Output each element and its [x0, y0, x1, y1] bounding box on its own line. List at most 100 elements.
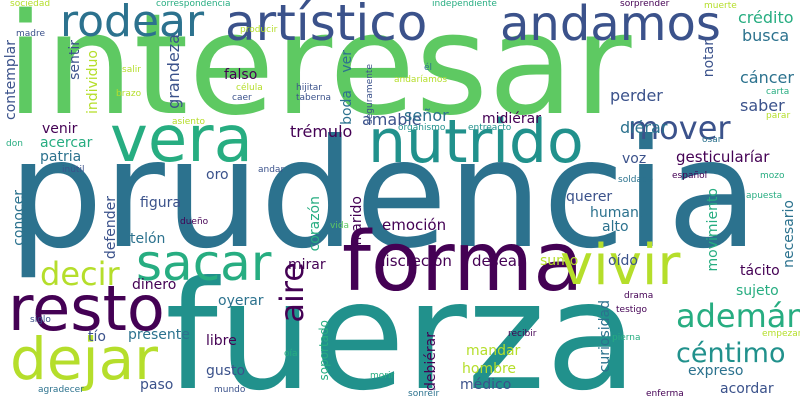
word: venir	[42, 121, 78, 137]
word: español	[672, 171, 708, 181]
word: andaríamos	[394, 75, 448, 85]
word: resto	[8, 272, 165, 345]
word: artístico	[225, 0, 428, 52]
word: decir	[40, 255, 120, 293]
word: madre	[16, 29, 46, 39]
word: sacar	[136, 234, 272, 292]
word: taberna	[296, 93, 332, 103]
word: él	[424, 63, 433, 73]
word: hombre	[462, 361, 517, 377]
word: mirar	[288, 257, 326, 273]
word: señor	[404, 106, 449, 125]
word: vida	[330, 221, 350, 231]
word: hijitar	[296, 83, 322, 93]
word: diérar	[620, 118, 668, 137]
word: presente	[128, 327, 190, 343]
word: vera	[110, 103, 253, 177]
word: tácito	[740, 263, 780, 279]
word: oía	[284, 349, 298, 359]
word: salir	[122, 65, 141, 75]
word: organismo	[398, 123, 446, 133]
word: querer	[566, 189, 613, 205]
word: empezar	[762, 329, 800, 339]
word: pierna	[612, 333, 641, 343]
word: caer	[232, 93, 252, 103]
word: trémulo	[290, 122, 353, 141]
word: corazón	[307, 196, 323, 252]
word: boda	[339, 90, 355, 125]
word: acercar	[40, 135, 93, 151]
word: producir	[240, 25, 278, 35]
word: asiento	[172, 117, 205, 127]
word: crédito	[738, 8, 794, 27]
word: rodear	[60, 0, 205, 47]
word: movimiento	[705, 188, 721, 272]
word: individuo	[85, 50, 101, 115]
word: siglo	[30, 315, 51, 325]
word: figura	[140, 195, 181, 211]
word: testigo	[616, 305, 648, 315]
word: debiérar	[423, 332, 439, 391]
word: notar	[701, 40, 717, 78]
word: voz	[622, 151, 647, 167]
word: soportado	[317, 320, 331, 381]
word: sorprender	[620, 0, 670, 9]
word: mundo	[214, 385, 246, 395]
word: grandeza	[164, 34, 183, 109]
word: muerte	[704, 1, 737, 11]
word: vivir	[560, 233, 681, 298]
word: perder	[610, 86, 663, 105]
word: apuesta	[746, 191, 783, 201]
word: gusto	[206, 363, 246, 379]
word: morir	[370, 371, 395, 381]
word: seguramente	[365, 64, 375, 124]
word: discreción	[376, 252, 452, 270]
word: ademán	[676, 297, 800, 335]
word: sociedad	[10, 0, 51, 9]
word: libre	[206, 333, 237, 349]
word: nutrido	[368, 107, 584, 177]
word: falso	[224, 67, 258, 83]
word: carta	[766, 87, 790, 97]
word: cáncer	[740, 68, 794, 87]
word: humano	[590, 205, 648, 221]
word: andamos	[500, 0, 721, 52]
word: inútil	[62, 165, 85, 175]
word: fuerza	[165, 250, 638, 400]
word: defender	[103, 196, 119, 260]
word: don	[6, 139, 23, 149]
word: ver	[339, 50, 355, 73]
word: recibir	[508, 329, 537, 339]
word: mandar	[466, 343, 521, 359]
word: amable	[362, 110, 422, 129]
word: andar	[258, 165, 285, 175]
word: acordar	[720, 381, 774, 397]
word: parar	[766, 111, 791, 121]
word: independiente	[432, 0, 497, 9]
word: dueño	[180, 217, 209, 227]
word: sujeto	[736, 283, 779, 299]
word: conocer	[11, 190, 27, 246]
word: oyerar	[218, 293, 264, 309]
word: drama	[624, 291, 654, 301]
word: forma	[342, 215, 584, 310]
word: expreso	[688, 363, 744, 379]
word: sumo	[540, 253, 579, 269]
word: necesario	[781, 200, 797, 268]
word: marido	[349, 196, 365, 246]
word: sonreír	[408, 389, 440, 399]
word: emoción	[382, 216, 447, 234]
word: curiosidad	[597, 300, 613, 373]
word: interesar	[6, 0, 632, 147]
word: céntimo	[676, 338, 786, 369]
word: dinero	[132, 277, 177, 293]
word: telón	[130, 231, 166, 247]
word: contemplar	[3, 40, 19, 120]
word: entreacto	[468, 123, 512, 133]
word: gesticularíar	[676, 148, 770, 166]
word: soldado	[618, 175, 654, 185]
word: mozo	[760, 171, 785, 181]
word: agradecer	[38, 385, 84, 395]
word: paso	[140, 377, 174, 393]
word: busca	[742, 26, 790, 45]
